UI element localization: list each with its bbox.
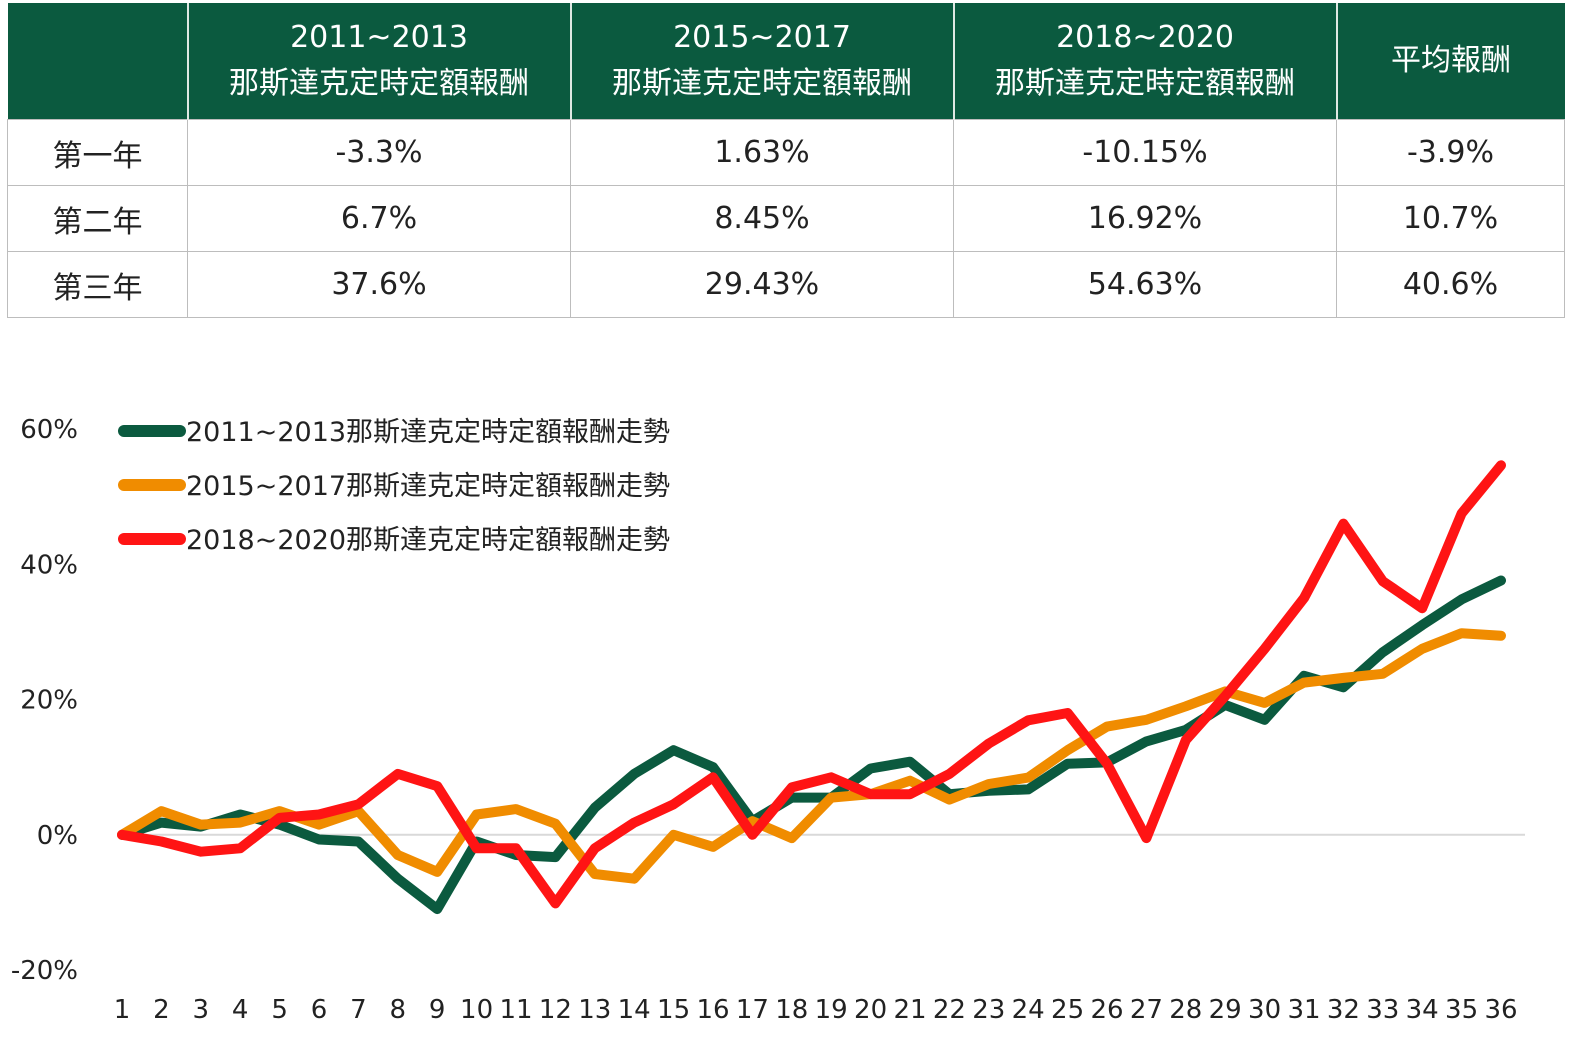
table-cell: -3.9% xyxy=(1336,119,1565,186)
header-period: 2015~2017 xyxy=(673,20,851,55)
header-desc: 那斯達克定時定額報酬 xyxy=(612,66,912,101)
y-tick-label: -20% xyxy=(11,956,78,986)
legend-label-3: 2018~2020那斯達克定時定額報酬走勢 xyxy=(186,525,670,556)
table-row: 第三年 37.6% 29.43% 54.63% 40.6% xyxy=(7,251,1565,318)
x-tick-label: 11 xyxy=(499,995,532,1025)
returns-line-chart: 60%40%20%0%-20%1 2 3 4 5 6 7 8 9 10 11 12 13 14 15 16 17… xyxy=(11,415,1525,1025)
header-period: 2011~2013 xyxy=(290,20,468,55)
x-tick-label: 7 xyxy=(350,995,367,1025)
x-tick-label: 17 xyxy=(736,995,769,1025)
header-period: 平均報酬 xyxy=(1391,43,1511,78)
table-cell: 1.63% xyxy=(570,119,954,186)
x-tick-label: 4 xyxy=(232,995,249,1025)
x-tick-label: 16 xyxy=(696,995,729,1025)
x-tick-label: 28 xyxy=(1169,995,1202,1025)
x-tick-label: 31 xyxy=(1287,995,1320,1025)
x-tick-label: 1 xyxy=(114,995,131,1025)
header-cell-average: 平均報酬 xyxy=(1336,3,1565,120)
series-line-1 xyxy=(117,575,1506,915)
x-tick-label: 25 xyxy=(1051,995,1084,1025)
y-tick-label: 60% xyxy=(20,415,78,445)
x-tick-label: 5 xyxy=(271,995,288,1025)
x-tick-label: 18 xyxy=(775,995,808,1025)
table-header-row: 2011~2013 那斯達克定時定額報酬 2015~2017 那斯達克定時定額報酬 … xyxy=(7,3,1565,120)
x-tick-label: 26 xyxy=(1090,995,1123,1025)
x-tick-label: 12 xyxy=(539,995,572,1025)
x-tick-label: 2 xyxy=(153,995,170,1025)
x-tick-label: 13 xyxy=(578,995,611,1025)
row-label: 第二年 xyxy=(7,185,188,252)
x-tick-label: 33 xyxy=(1366,995,1399,1025)
x-tick-label: 3 xyxy=(193,995,210,1025)
series-line-3 xyxy=(117,460,1506,909)
x-tick-label: 35 xyxy=(1445,995,1478,1025)
row-label: 第三年 xyxy=(7,251,188,318)
header-cell-blank xyxy=(7,3,189,120)
x-tick-label: 19 xyxy=(815,995,848,1025)
y-tick-label: 40% xyxy=(20,550,78,580)
table-cell: 54.63% xyxy=(953,251,1337,318)
table-cell: 10.7% xyxy=(1336,185,1565,252)
x-tick-label: 14 xyxy=(618,995,651,1025)
x-tick-label: 9 xyxy=(429,995,446,1025)
table-cell: -3.3% xyxy=(187,119,571,186)
x-tick-label: 15 xyxy=(657,995,690,1025)
header-desc: 那斯達克定時定額報酬 xyxy=(995,66,1295,101)
table-cell: -10.15% xyxy=(953,119,1337,186)
legend-label-2: 2015~2017那斯達克定時定額報酬走勢 xyxy=(186,471,670,502)
table-cell: 29.43% xyxy=(570,251,954,318)
header-cell-2015-2017: 2015~2017 那斯達克定時定額報酬 xyxy=(570,3,955,120)
table-row: 第二年 6.7% 8.45% 16.92% 10.7% xyxy=(7,185,1565,252)
table-cell: 40.6% xyxy=(1336,251,1565,318)
x-tick-label: 24 xyxy=(1012,995,1045,1025)
returns-table: 2011~2013 那斯達克定時定額報酬 2015~2017 那斯達克定時定額報酬 … xyxy=(7,3,1565,318)
header-cell-2011-2013: 2011~2013 那斯達克定時定額報酬 xyxy=(187,3,572,120)
table-cell: 37.6% xyxy=(187,251,571,318)
header-cell-2018-2020: 2018~2020 那斯達克定時定額報酬 xyxy=(953,3,1338,120)
series-line-2 xyxy=(117,628,1506,884)
x-tick-label: 10 xyxy=(460,995,493,1025)
x-tick-label: 30 xyxy=(1248,995,1281,1025)
x-tick-label: 21 xyxy=(893,995,926,1025)
y-tick-label: 0% xyxy=(37,821,78,851)
x-tick-label: 27 xyxy=(1130,995,1163,1025)
x-tick-label: 6 xyxy=(311,995,328,1025)
x-tick-label: 34 xyxy=(1406,995,1439,1025)
header-period: 2018~2020 xyxy=(1056,20,1234,55)
table-row: 第一年 -3.3% 1.63% -10.15% -3.9% xyxy=(7,119,1565,186)
table-cell: 16.92% xyxy=(953,185,1337,252)
y-tick-label: 20% xyxy=(20,686,78,716)
row-label: 第一年 xyxy=(7,119,188,186)
legend-label-1: 2011~2013那斯達克定時定額報酬走勢 xyxy=(186,417,670,448)
table-cell: 6.7% xyxy=(187,185,571,252)
header-desc: 那斯達克定時定額報酬 xyxy=(229,66,529,101)
x-tick-label: 23 xyxy=(972,995,1005,1025)
x-tick-label: 22 xyxy=(933,995,966,1025)
x-tick-label: 36 xyxy=(1484,995,1517,1025)
x-tick-label: 29 xyxy=(1209,995,1242,1025)
table-cell: 8.45% xyxy=(570,185,954,252)
x-tick-label: 20 xyxy=(854,995,887,1025)
x-tick-label: 8 xyxy=(390,995,407,1025)
x-tick-label: 32 xyxy=(1327,995,1360,1025)
